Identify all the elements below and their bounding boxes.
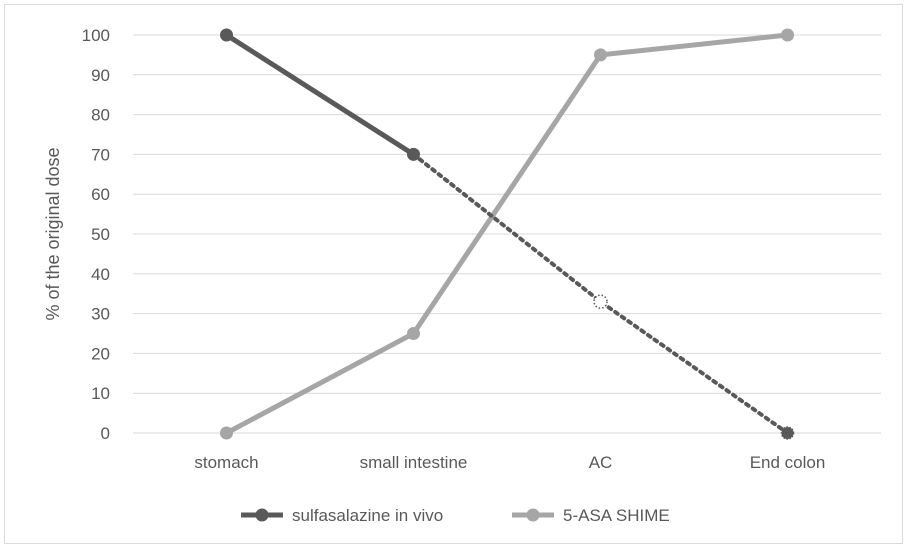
x-tick-label: small intestine bbox=[360, 453, 468, 472]
y-tick-label: 30 bbox=[91, 305, 110, 324]
legend-label: sulfasalazine in vivo bbox=[292, 506, 443, 525]
legend-item-series-2: 5-ASA SHIME bbox=[512, 506, 670, 525]
y-tick-label: 40 bbox=[91, 265, 110, 284]
y-axis-title: % of the original dose bbox=[43, 147, 63, 320]
data-point-5asa-shime bbox=[220, 426, 233, 440]
data-point-5asa-shime bbox=[407, 327, 420, 340]
data-point-5asa-shime bbox=[594, 48, 607, 62]
x-tick-labels: stomach small intestine AC End colon bbox=[194, 453, 825, 472]
data-point-5asa-shime bbox=[781, 28, 794, 42]
y-tick-label: 20 bbox=[91, 344, 110, 363]
legend-swatch-marker bbox=[526, 508, 540, 522]
y-tick-label: 10 bbox=[91, 384, 110, 403]
gridlines bbox=[133, 34, 881, 434]
series-markers bbox=[220, 28, 795, 440]
x-tick-label: stomach bbox=[194, 453, 258, 472]
y-tick-label: 80 bbox=[91, 106, 110, 125]
data-point-sulfasalazine bbox=[220, 28, 233, 42]
x-tick-label: End colon bbox=[750, 453, 826, 472]
y-tick-labels: 0 10 20 30 40 50 60 70 80 90 100 bbox=[82, 26, 110, 443]
legend-swatch-marker bbox=[255, 508, 269, 522]
y-tick-label: 70 bbox=[91, 145, 110, 164]
legend: sulfasalazine in vivo 5-ASA SHIME bbox=[241, 506, 670, 525]
y-tick-label: 100 bbox=[82, 26, 110, 45]
series-line-sulfasalazine-dotted bbox=[411, 152, 790, 435]
y-tick-label: 90 bbox=[91, 66, 110, 85]
legend-label: 5-ASA SHIME bbox=[563, 506, 670, 525]
y-tick-label: 0 bbox=[101, 424, 110, 443]
data-point-sulfasalazine bbox=[780, 426, 795, 440]
data-point-sulfasalazine bbox=[407, 147, 420, 161]
x-tick-label: AC bbox=[589, 453, 613, 472]
legend-item-series-1: sulfasalazine in vivo bbox=[241, 506, 443, 525]
data-point-sulfasalazine bbox=[593, 294, 608, 309]
series-line-sulfasalazine-solid bbox=[224, 32, 416, 157]
y-tick-label: 60 bbox=[91, 185, 110, 204]
y-tick-label: 50 bbox=[91, 225, 110, 244]
series-line-5asa-shime bbox=[224, 32, 790, 436]
